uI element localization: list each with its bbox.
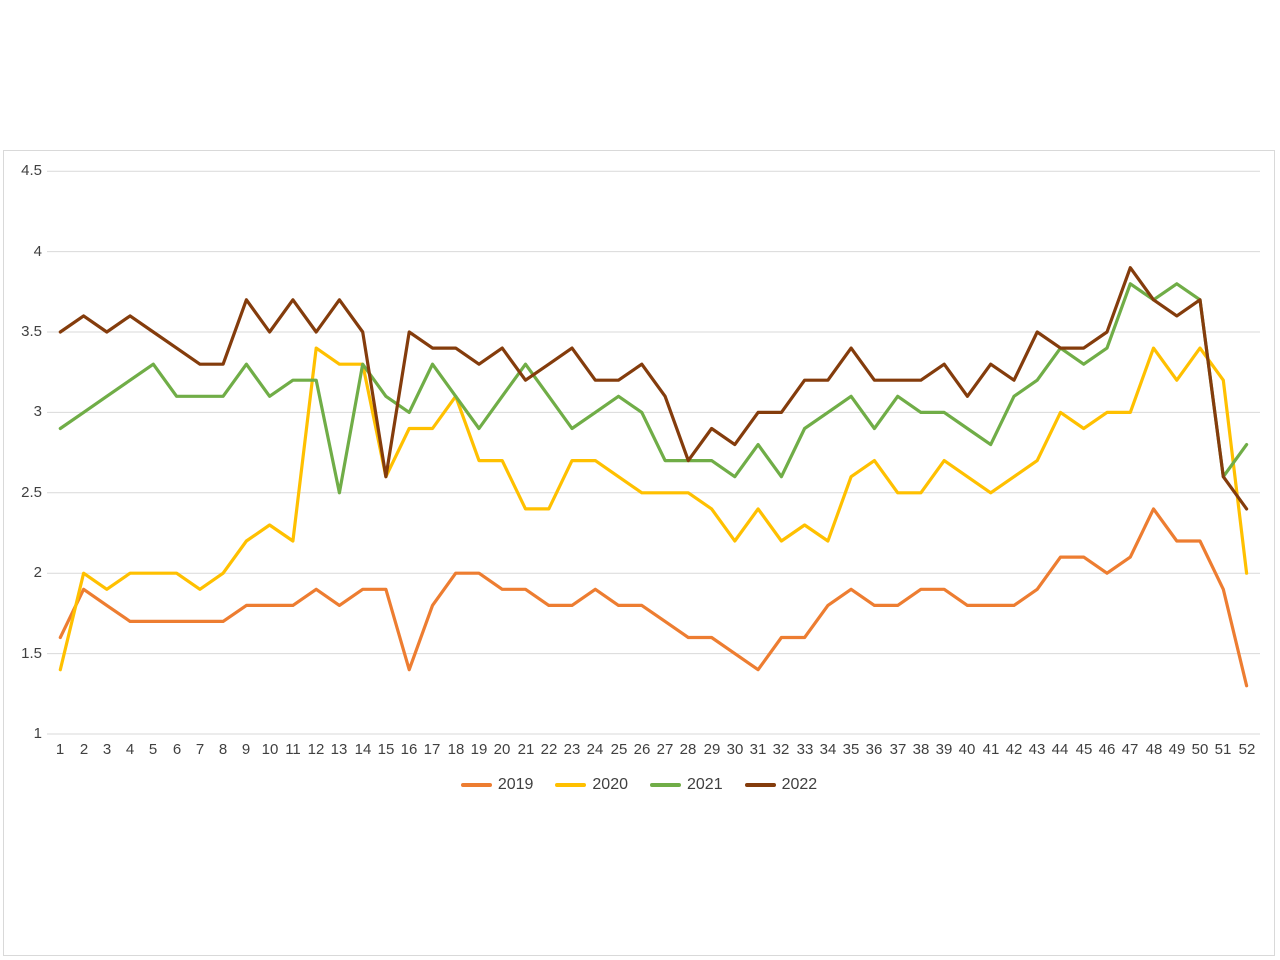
legend-line-swatch-2020	[555, 783, 587, 787]
x-axis-tick-label: 24	[586, 741, 604, 758]
x-axis-tick-label: 14	[354, 741, 372, 758]
x-axis-tick-label: 49	[1168, 741, 1186, 758]
x-axis-tick-label: 31	[749, 741, 767, 758]
legend-item-2020: 2020	[555, 775, 628, 795]
y-axis-tick-label: 2.5	[21, 484, 42, 501]
plot-area	[47, 170, 1260, 735]
x-axis-tick-label: 43	[1028, 741, 1046, 758]
x-axis-tick-label: 37	[889, 741, 907, 758]
legend-line-swatch-2021	[650, 783, 681, 787]
x-axis-tick-label: 9	[241, 741, 251, 758]
x-axis-tick-label: 52	[1238, 741, 1256, 758]
x-axis-tick-label: 45	[1075, 741, 1093, 758]
legend-line-swatch-2022	[744, 783, 776, 787]
x-axis-tick-label: 11	[285, 741, 301, 758]
y-axis-tick-label: 2	[33, 564, 42, 581]
series-line-2020	[58, 346, 1249, 672]
legend-label: 2019	[497, 776, 534, 793]
x-axis-tick-label: 23	[563, 741, 581, 758]
x-axis-tick-label: 47	[1121, 741, 1139, 758]
legend-label: 2020	[592, 776, 628, 793]
x-axis-tick-label: 20	[493, 741, 511, 758]
y-axis-tick-label: 3	[33, 403, 42, 420]
x-axis-tick-label: 16	[400, 741, 418, 758]
y-axis-tick-label: 1	[33, 725, 42, 742]
y-axis-tick-label: 4.5	[21, 162, 42, 179]
x-axis-tick-label: 32	[772, 741, 790, 758]
x-axis-tick-label: 25	[610, 741, 628, 758]
legend-item-2021: 2021	[650, 775, 723, 795]
x-axis-tick-label: 51	[1214, 741, 1232, 758]
series-line-2019	[58, 507, 1249, 688]
x-axis-tick-label: 8	[218, 741, 228, 758]
y-axis-tick-label: 1.5	[21, 645, 42, 662]
x-axis-tick-label: 38	[912, 741, 930, 758]
x-axis-tick-label: 36	[865, 741, 883, 758]
x-axis-tick-label: 12	[307, 741, 325, 758]
x-axis-tick-label: 3	[102, 741, 112, 758]
legend-label: 2022	[781, 776, 818, 793]
x-axis-tick-label: 44	[1051, 741, 1069, 758]
x-axis-tick-label: 21	[517, 741, 535, 758]
x-axis-tick-label: 39	[935, 741, 953, 758]
x-axis-tick-label: 29	[703, 741, 721, 758]
y-axis-tick-label: 4	[33, 243, 42, 260]
x-axis-tick-label: 33	[796, 741, 814, 758]
legend-label: 2021	[687, 776, 723, 793]
series-line-2022	[58, 266, 1249, 511]
x-axis-tick-label: 42	[1005, 741, 1023, 758]
x-axis-tick-label: 4	[125, 741, 135, 758]
x-axis-tick-label: 26	[633, 741, 651, 758]
x-axis-tick-label: 18	[447, 741, 465, 758]
x-axis-tick-label: 30	[726, 741, 744, 758]
x-axis-tick-label: 46	[1098, 741, 1116, 758]
x-axis-tick-label: 50	[1191, 741, 1209, 758]
y-axis-tick-label: 3.5	[21, 323, 42, 340]
x-axis-tick-label: 28	[679, 741, 697, 758]
x-axis-tick-label: 41	[982, 741, 1000, 758]
x-axis-tick-label: 5	[148, 741, 158, 758]
x-axis-tick-label: 22	[540, 741, 558, 758]
x-axis-tick-label: 19	[470, 741, 488, 758]
x-axis-tick-label: 7	[195, 741, 205, 758]
x-axis-tick-label: 1	[55, 741, 65, 758]
x-axis-tick-label: 48	[1145, 741, 1163, 758]
x-axis-tick-label: 40	[958, 741, 976, 758]
legend-item-2019: 2019	[460, 775, 534, 795]
x-axis-tick-label: 17	[423, 741, 441, 758]
x-axis-tick-label: 15	[377, 741, 395, 758]
x-axis-tick-label: 13	[330, 741, 348, 758]
x-axis-tick-label: 2	[79, 741, 89, 758]
x-axis-tick-label: 10	[261, 741, 279, 758]
x-axis-tick-label: 34	[819, 741, 837, 758]
x-axis-tick-label: 27	[656, 741, 674, 758]
chart-frame: 4.5 4 3.5 3 2.5 2 1.5 1 1 2 3 4 5 6 7 8 9 10 11 12 13 14 15 16…	[3, 150, 1275, 956]
legend: 2019 2020 2021 2022	[4, 775, 1274, 795]
series-line-2021	[58, 282, 1249, 495]
legend-item-2022: 2022	[744, 775, 818, 795]
x-axis-tick-label: 35	[842, 741, 860, 758]
x-axis-tick-label: 6	[172, 741, 182, 758]
legend-line-swatch-2019	[460, 783, 492, 787]
